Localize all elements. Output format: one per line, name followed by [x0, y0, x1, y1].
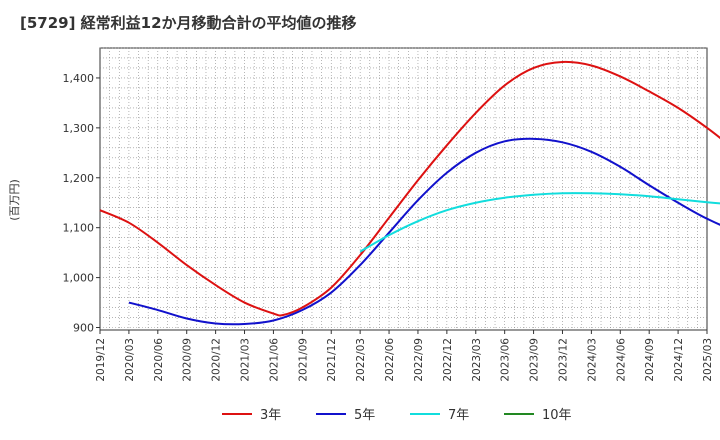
x-tick-label: 2023/09 — [529, 338, 541, 382]
x-tick-label: 2020/06 — [153, 338, 165, 382]
plot-area — [99, 47, 708, 331]
x-tick-label: 2021/06 — [268, 338, 280, 382]
y-tick-label: 1,200 — [63, 172, 95, 185]
y-tick-label: 1,000 — [63, 272, 95, 285]
x-axis: 2019/12 2020/03 2020/06 2020/09 2020/12 2021/… — [95, 330, 714, 382]
legend: 3年 5年 7年 10年 — [222, 408, 572, 423]
y-tick-label: 1,300 — [63, 122, 95, 135]
y-axis-label: (百万円) — [8, 179, 21, 221]
x-tick-label: 2020/03 — [124, 338, 136, 382]
x-tick-label: 2024/06 — [615, 338, 627, 382]
legend-label: 10年 — [542, 408, 572, 423]
legend-label: 7年 — [448, 408, 469, 423]
x-tick-label: 2022/09 — [413, 338, 425, 382]
x-tick-label: 2024/12 — [673, 338, 685, 382]
x-tick-label: 2022/06 — [384, 338, 396, 382]
x-tick-label: 2020/09 — [182, 338, 194, 382]
y-tick-label: 1,400 — [63, 72, 95, 85]
series-line-5年 — [128, 137, 720, 326]
x-tick-label: 2021/12 — [326, 338, 338, 382]
legend-label: 5年 — [354, 408, 375, 423]
x-tick-label: 2021/09 — [297, 338, 309, 382]
x-tick-label: 2022/12 — [442, 338, 454, 382]
x-tick-label: 2022/03 — [355, 338, 367, 382]
x-tick-label: 2023/12 — [557, 338, 569, 382]
chart-title: [5729] 経常利益12か月移動合計の平均値の推移 — [20, 14, 357, 32]
x-tick-label: 2019/12 — [95, 338, 107, 382]
x-tick-label: 2021/03 — [240, 338, 252, 382]
x-tick-label: 2023/06 — [500, 338, 512, 382]
x-tick-label: 2025/03 — [702, 338, 714, 382]
y-tick-label: 900 — [73, 322, 94, 335]
series-line-7年 — [359, 192, 720, 253]
series-lines — [99, 60, 720, 326]
legend-label: 3年 — [260, 408, 281, 423]
grid — [100, 47, 707, 330]
x-tick-label: 2023/03 — [471, 338, 483, 382]
y-tick-label: 1,100 — [63, 222, 95, 235]
x-tick-label: 2024/03 — [586, 338, 598, 382]
series-line-3年 — [99, 60, 720, 317]
x-tick-label: 2024/09 — [644, 338, 656, 382]
y-axis: 900 1,000 1,100 1,200 1,300 1,400 — [63, 72, 100, 335]
x-tick-label: 2020/12 — [211, 338, 223, 382]
